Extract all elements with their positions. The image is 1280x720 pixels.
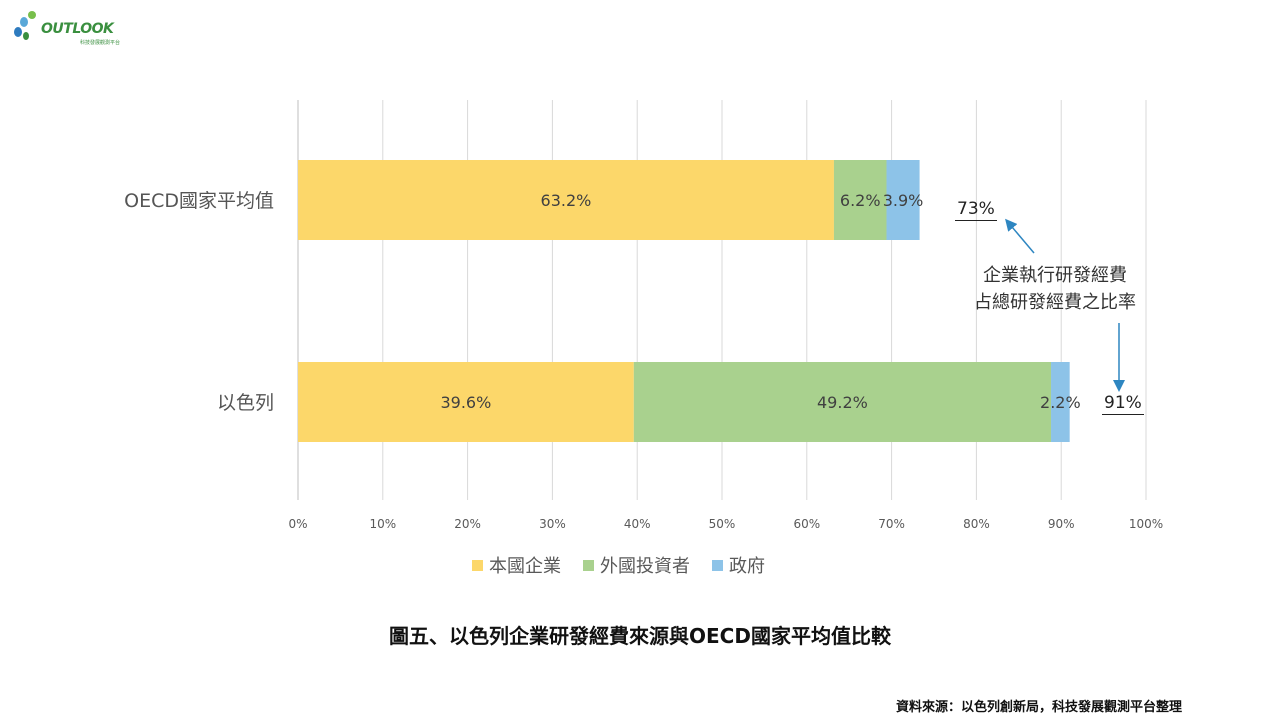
bar-segment (886, 160, 920, 240)
legend-label: 政府 (729, 556, 765, 577)
bar-segment (633, 362, 1052, 442)
x-tick-label: 60% (793, 517, 820, 531)
data-label: 3.9% (883, 191, 924, 210)
category-label: OECD國家平均值 (124, 190, 274, 212)
bar-segment (833, 160, 887, 240)
annotation-note: 企業執行研發經費 占總研發經費之比率 (950, 262, 1160, 316)
data-label: 39.6% (440, 393, 491, 412)
annotation-note-line1: 企業執行研發經費 (983, 265, 1127, 286)
logo-wordmark: OUTLOOK (41, 21, 114, 37)
x-tick-label: 20% (454, 517, 481, 531)
stacked-bar-chart: 0% 10% 20% 30% 40% 50% 60% 70% 80% 90% 100% OECD國家平… (124, 100, 1163, 531)
annotation-note-line2: 占總研發經費之比率 (974, 292, 1136, 313)
x-tick-label: 10% (369, 517, 396, 531)
bar-segment (1051, 362, 1070, 442)
data-label: 2.2% (1040, 393, 1081, 412)
legend-swatch (583, 559, 594, 571)
legend-item-domestic: 本國企業 (472, 552, 561, 578)
bar-segment (298, 160, 834, 240)
data-label: 49.2% (817, 393, 868, 412)
x-tick-label: 100% (1129, 517, 1163, 531)
logo-dots-icon (14, 11, 36, 40)
logo-subtitle: 科技發展觀測平台 (80, 40, 121, 46)
x-tick-label: 80% (963, 517, 990, 531)
chart-legend: 本國企業 外國投資者 政府 (472, 552, 765, 578)
x-tick-label: 70% (878, 517, 905, 531)
legend-swatch (712, 559, 723, 571)
category-label: 以色列 (217, 392, 274, 414)
x-tick-label: 90% (1048, 517, 1075, 531)
x-tick-label: 0% (288, 517, 307, 531)
arrow-to-oecd-total (1005, 218, 1035, 254)
data-label: 6.2% (840, 191, 881, 210)
bar-segment (298, 362, 634, 442)
legend-item-government: 政府 (712, 552, 765, 578)
israel-total-label: 91% (1102, 393, 1144, 415)
legend-item-foreign: 外國投資者 (583, 552, 690, 578)
oecd-total-label: 73% (955, 199, 997, 221)
data-label: 63.2% (541, 191, 592, 210)
outlook-logo: OUTLOOK 科技發展觀測平台 (10, 6, 120, 46)
x-tick-label: 50% (709, 517, 736, 531)
figure-caption: 圖五、以色列企業研發經費來源與OECD國家平均值比較 (389, 624, 891, 648)
legend-label: 本國企業 (489, 556, 561, 577)
x-tick-label: 40% (624, 517, 651, 531)
source-note: 資料來源：以色列創新局，科技發展觀測平台整理 (895, 700, 1182, 715)
legend-swatch (472, 559, 483, 571)
x-tick-label: 30% (539, 517, 566, 531)
legend-label: 外國投資者 (600, 556, 690, 577)
